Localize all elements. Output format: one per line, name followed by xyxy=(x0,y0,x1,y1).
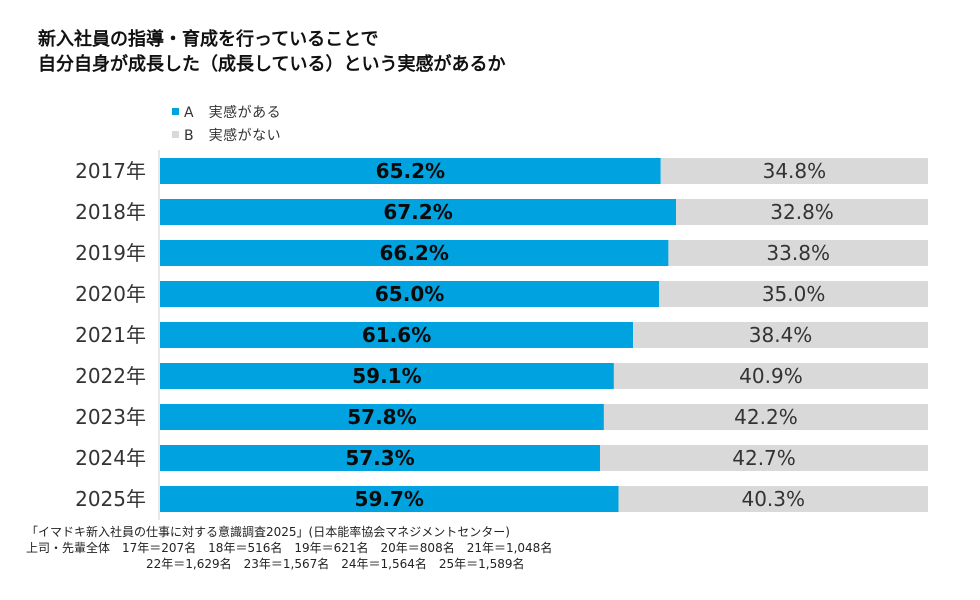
data-label-a: 61.6% xyxy=(362,323,431,347)
category-label: 2024年 xyxy=(75,446,146,470)
bar-a xyxy=(160,404,604,430)
bar-b xyxy=(660,158,928,184)
legend-swatch-b xyxy=(172,131,179,138)
data-label-b: 38.4% xyxy=(749,323,813,347)
bar-a xyxy=(160,240,669,266)
chart-title-line1: 新入社員の指導・育成を行っていることで xyxy=(38,29,379,50)
bar-a xyxy=(160,158,661,184)
bar-b xyxy=(668,240,928,266)
bar-a xyxy=(160,199,677,225)
category-label: 2017年 xyxy=(75,159,146,183)
footnote-sample-sizes-2: 22年＝1,629名 23年＝1,567名 24年＝1,564名 25年＝1,5… xyxy=(146,557,525,571)
chart-title: 新入社員の指導・育成を行っていることで 自分自身が成長した（成長している）という… xyxy=(38,27,505,77)
bar-chart: 2017年 65.2% 34.8% 2018年 67.2% 32.8% 2019年 66.2%… xyxy=(75,150,928,520)
bar-b xyxy=(618,486,928,512)
data-label-b: 35.0% xyxy=(762,282,826,306)
data-label-a: 59.7% xyxy=(355,487,424,511)
data-label-a: 65.0% xyxy=(375,282,444,306)
data-label-a: 65.2% xyxy=(376,159,445,183)
legend-label-b: B 実感がない xyxy=(184,127,282,144)
category-label: 2022年 xyxy=(75,364,146,388)
data-label-b: 40.3% xyxy=(741,487,805,511)
footnote-sample-sizes-1: 上司・先輩全体 17年＝207名 18年＝516名 19年＝621名 20年＝8… xyxy=(26,541,553,555)
bar-a xyxy=(160,322,634,348)
data-label-b: 42.7% xyxy=(732,446,796,470)
legend: A 実感がある B 実感がない xyxy=(172,100,281,146)
category-label: 2020年 xyxy=(75,282,146,306)
category-label: 2025年 xyxy=(75,487,146,511)
data-label-b: 40.9% xyxy=(739,364,803,388)
data-label-a: 66.2% xyxy=(380,241,449,265)
data-label-b: 42.2% xyxy=(734,405,798,429)
legend-label-a: A 実感がある xyxy=(184,104,282,121)
category-label: 2023年 xyxy=(75,405,146,429)
category-label: 2018年 xyxy=(75,200,146,224)
bar-b xyxy=(613,363,928,389)
legend-item-b: B 実感がない xyxy=(172,123,281,146)
bar-a xyxy=(160,445,601,471)
data-label-a: 67.2% xyxy=(383,200,452,224)
bar-a xyxy=(160,486,619,512)
category-label: 2019年 xyxy=(75,241,146,265)
data-label-b: 32.8% xyxy=(770,200,834,224)
data-label-b: 34.8% xyxy=(763,159,827,183)
bar-b xyxy=(600,445,928,471)
chart-title-line2: 自分自身が成長した（成長している）という実感があるか xyxy=(38,54,506,75)
bar-a xyxy=(160,363,614,389)
bar-b xyxy=(676,199,928,225)
footnote-source: 「イマドキ新入社員の仕事に対する意識調査2025」(日本能率協会マネジメントセン… xyxy=(26,525,510,539)
bar-b xyxy=(633,322,928,348)
footnote: 「イマドキ新入社員の仕事に対する意識調査2025」(日本能率協会マネジメントセン… xyxy=(26,524,552,572)
data-label-b: 33.8% xyxy=(766,241,830,265)
legend-item-a: A 実感がある xyxy=(172,100,281,123)
data-label-a: 57.8% xyxy=(347,405,416,429)
category-label: 2021年 xyxy=(75,323,146,347)
bar-a xyxy=(160,281,660,307)
data-label-a: 59.1% xyxy=(352,364,421,388)
bar-b xyxy=(603,404,928,430)
legend-swatch-a xyxy=(172,108,179,115)
bar-b xyxy=(659,281,928,307)
data-label-a: 57.3% xyxy=(345,446,414,470)
